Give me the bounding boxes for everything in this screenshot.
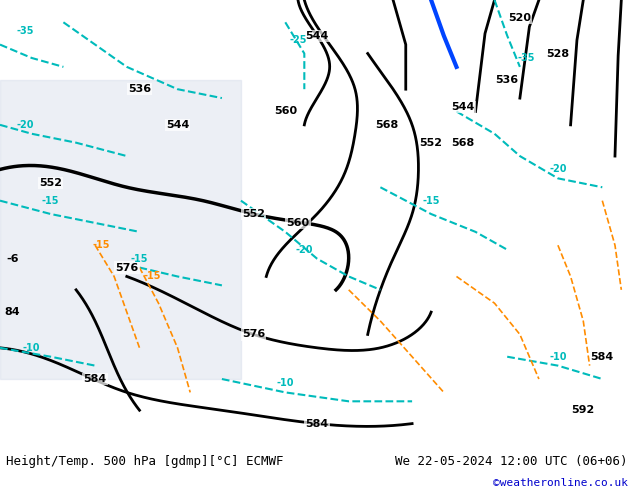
Text: Height/Temp. 500 hPa [gdmp][°C] ECMWF: Height/Temp. 500 hPa [gdmp][°C] ECMWF [6, 455, 284, 468]
Text: -6: -6 [6, 254, 19, 264]
Text: 552: 552 [242, 209, 265, 219]
Text: 552: 552 [420, 138, 443, 147]
Text: -15: -15 [143, 271, 161, 281]
Text: -15: -15 [422, 196, 440, 206]
Text: 592: 592 [572, 405, 595, 415]
Text: 536: 536 [496, 75, 519, 85]
Text: 576: 576 [115, 263, 138, 272]
Text: -35: -35 [517, 53, 535, 63]
Text: -15: -15 [93, 240, 110, 250]
Text: 552: 552 [39, 178, 62, 188]
Text: We 22-05-2024 12:00 UTC (06+06): We 22-05-2024 12:00 UTC (06+06) [395, 455, 628, 468]
Text: 568: 568 [375, 120, 398, 130]
Text: -15: -15 [42, 196, 60, 206]
Text: 520: 520 [508, 13, 531, 23]
Text: -10: -10 [23, 343, 41, 353]
Text: 568: 568 [451, 138, 474, 147]
Text: -10: -10 [549, 352, 567, 362]
Text: 584: 584 [306, 418, 328, 429]
Text: 560: 560 [287, 218, 309, 228]
Text: 544: 544 [166, 120, 189, 130]
Text: 536: 536 [128, 84, 151, 94]
Text: 584: 584 [591, 352, 614, 362]
Text: 544: 544 [306, 31, 328, 41]
Text: -35: -35 [16, 26, 34, 36]
Text: -15: -15 [131, 254, 148, 264]
Text: 528: 528 [547, 49, 569, 58]
Text: 544: 544 [451, 102, 474, 112]
Text: 560: 560 [274, 106, 297, 117]
Text: 584: 584 [84, 374, 107, 384]
Text: -20: -20 [295, 245, 313, 255]
Text: -20: -20 [16, 120, 34, 130]
Text: 84: 84 [5, 307, 20, 317]
Text: ©weatheronline.co.uk: ©weatheronline.co.uk [493, 478, 628, 489]
Text: 576: 576 [242, 329, 265, 340]
Text: -20: -20 [549, 165, 567, 174]
Text: -10: -10 [276, 378, 294, 389]
Text: -25: -25 [289, 35, 307, 45]
